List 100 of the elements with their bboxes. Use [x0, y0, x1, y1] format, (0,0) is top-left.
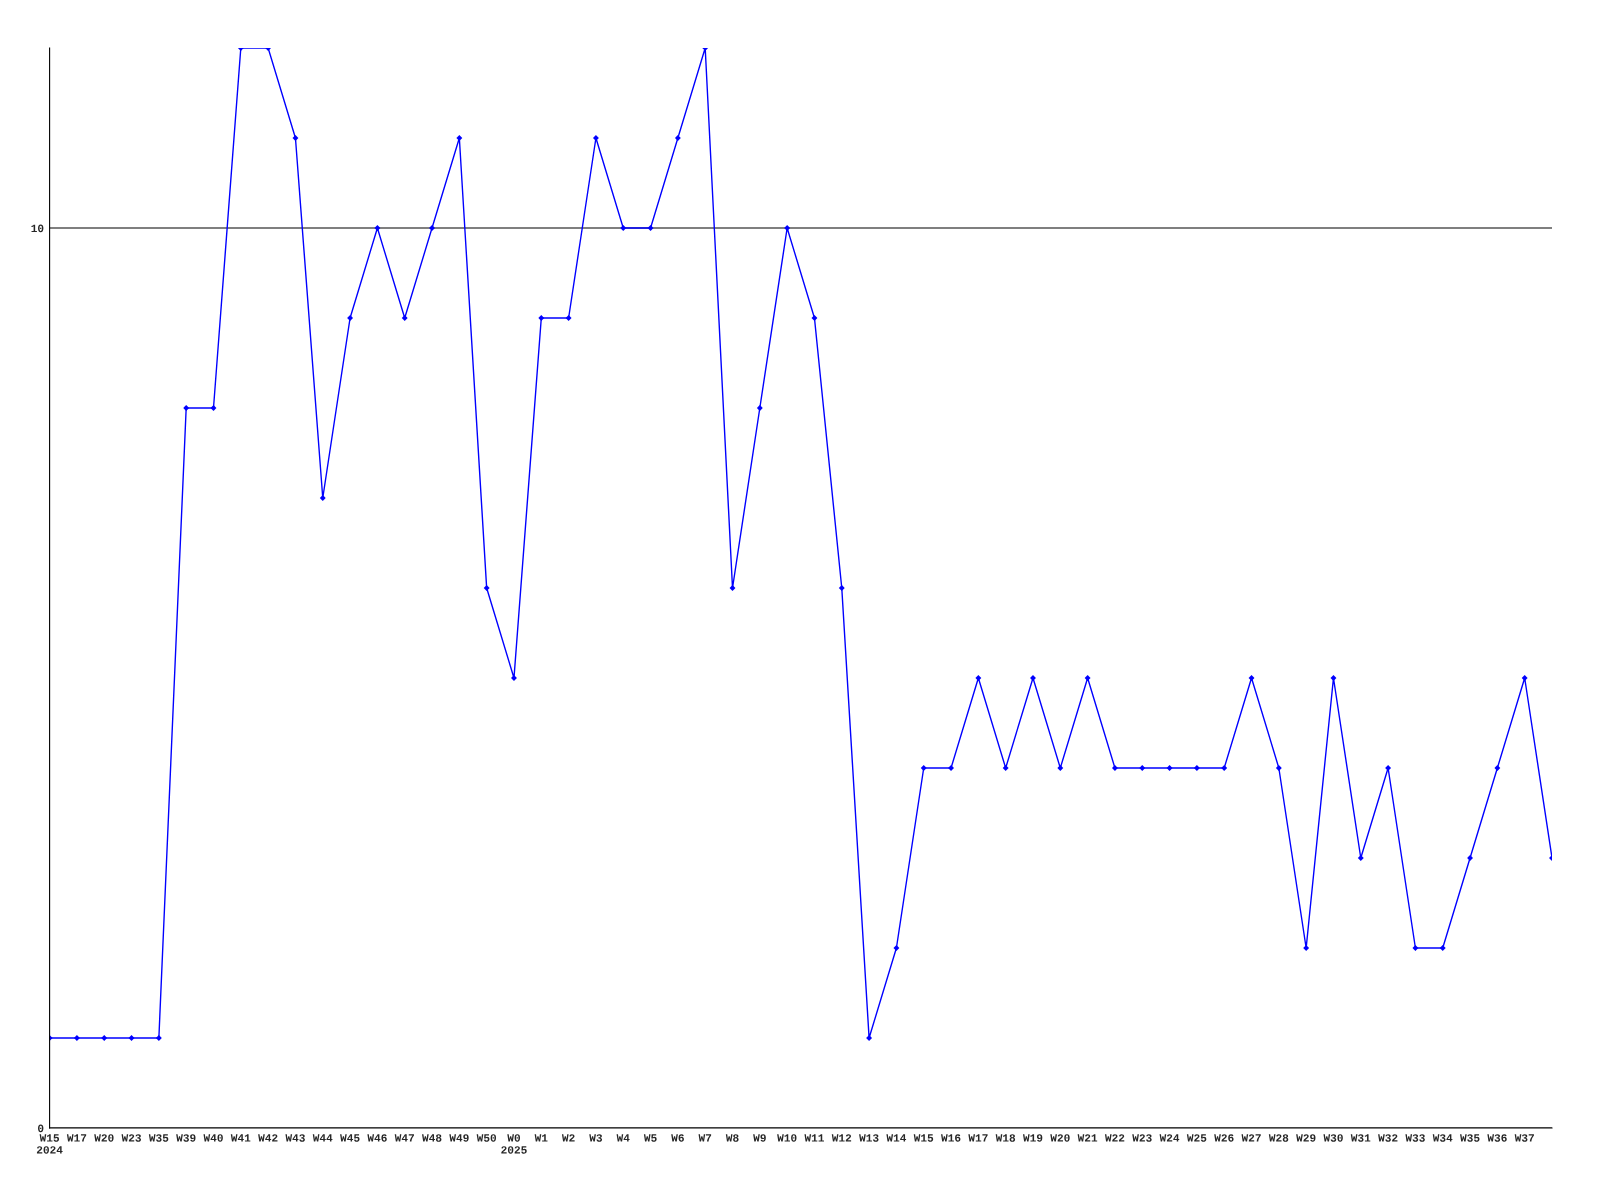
point	[456, 135, 463, 141]
x-tick-label: W28	[1268, 1134, 1289, 1142]
point	[756, 405, 763, 411]
x-tick-label: W43	[285, 1134, 305, 1142]
point	[210, 405, 217, 411]
point	[674, 135, 681, 141]
x-tick-label: W50	[476, 1134, 497, 1142]
y-tick-label: 10	[31, 224, 44, 233]
x-tick-label: W5	[643, 1134, 657, 1142]
x-tick-label: W31	[1350, 1134, 1371, 1142]
point	[1521, 675, 1528, 681]
point	[1084, 675, 1091, 681]
x-tick-label: W10	[777, 1134, 797, 1142]
point	[1221, 765, 1228, 771]
x-tick-label: W18	[995, 1134, 1016, 1142]
x-tick-label: W46	[367, 1134, 387, 1142]
x-tick-label: W1	[534, 1134, 548, 1142]
point	[838, 585, 845, 591]
point	[347, 315, 354, 321]
x-tick-label: W11	[804, 1134, 824, 1142]
x-tick-label: W13	[859, 1134, 879, 1142]
point	[1193, 765, 1200, 771]
line-series	[49, 48, 1552, 1041]
point	[538, 315, 545, 321]
point	[1057, 765, 1064, 771]
point	[620, 225, 627, 231]
point	[647, 225, 654, 231]
point	[374, 225, 381, 231]
x-tick-label: W23	[121, 1134, 141, 1142]
x-tick-label: W9	[753, 1134, 766, 1142]
x-tick-label: W47	[394, 1134, 414, 1142]
point	[401, 315, 408, 321]
point	[1275, 765, 1282, 771]
x-tick-label: W48	[422, 1134, 442, 1142]
x-tick-label: W19	[1022, 1134, 1043, 1142]
point	[565, 315, 572, 321]
x-tick-label: W36	[1487, 1134, 1507, 1142]
x-tick-label: W21	[1077, 1134, 1098, 1142]
x-tick-label: W17	[968, 1134, 988, 1142]
x-tick-label: W30	[1323, 1134, 1343, 1142]
point	[592, 135, 599, 141]
point	[1494, 765, 1501, 771]
x-tick-label: W4	[616, 1134, 630, 1142]
point	[128, 1035, 135, 1041]
point	[292, 135, 299, 141]
x-tick-label: W35	[1460, 1134, 1480, 1142]
x-tick-label: W12	[831, 1134, 852, 1142]
point	[920, 765, 927, 771]
x-tick-label: W6	[671, 1134, 684, 1142]
x-tick-label: W2	[561, 1134, 575, 1142]
point	[1357, 855, 1364, 861]
point	[1439, 945, 1446, 951]
point	[1303, 945, 1310, 951]
point	[975, 675, 982, 681]
point	[866, 1035, 873, 1041]
point	[155, 1035, 162, 1041]
x-tick-label: W39	[176, 1134, 196, 1142]
point	[893, 945, 900, 951]
x-tick-label: W7	[698, 1134, 712, 1142]
x-tick-label: W20	[1050, 1134, 1070, 1142]
x-tick-label: W3	[589, 1134, 603, 1142]
x-tick-label: W49	[449, 1134, 469, 1142]
x-tick-label: W14	[886, 1134, 907, 1142]
x-tick-label: W45	[340, 1134, 360, 1142]
x-tick-label: W23	[1132, 1134, 1152, 1142]
point	[1385, 765, 1392, 771]
x-tick-label: W25	[1186, 1134, 1207, 1142]
point	[73, 1035, 80, 1041]
x-tick-label: W27	[1241, 1134, 1261, 1142]
point	[1111, 765, 1118, 771]
x-tick-label: W17	[66, 1134, 87, 1142]
x-tick-label: W15	[913, 1134, 934, 1142]
point	[1330, 675, 1337, 681]
point	[483, 585, 490, 591]
x-tick-label: W29	[1296, 1134, 1316, 1142]
x-tick-label: W22	[1104, 1134, 1125, 1142]
point	[811, 315, 818, 321]
x-tick-label: W26	[1214, 1134, 1234, 1142]
point	[1166, 765, 1173, 771]
x-tick-label: W42	[258, 1134, 278, 1142]
point	[101, 1035, 108, 1041]
x-tick-label: W35	[148, 1134, 169, 1142]
point	[1002, 765, 1009, 771]
y-tick-label: 0	[38, 1124, 44, 1133]
point	[1248, 675, 1255, 681]
x-tick-label: W41	[230, 1134, 251, 1142]
x-tick-label: W44	[312, 1134, 333, 1142]
x-tick-label: W37	[1514, 1134, 1534, 1142]
x-tick-label: W15 2024	[36, 1134, 63, 1154]
x-tick-label: W8	[725, 1134, 739, 1142]
x-tick-label: W20	[94, 1134, 114, 1142]
x-tick-label: W24	[1159, 1134, 1180, 1142]
point	[183, 405, 190, 411]
x-tick-label: W16	[941, 1134, 961, 1142]
x-tick-label: W0 2025	[501, 1134, 527, 1154]
point	[729, 585, 736, 591]
x-tick-label: W34	[1432, 1134, 1453, 1142]
point	[784, 225, 791, 231]
x-tick-label: W33	[1405, 1134, 1425, 1142]
x-tick-label: W40	[203, 1134, 223, 1142]
